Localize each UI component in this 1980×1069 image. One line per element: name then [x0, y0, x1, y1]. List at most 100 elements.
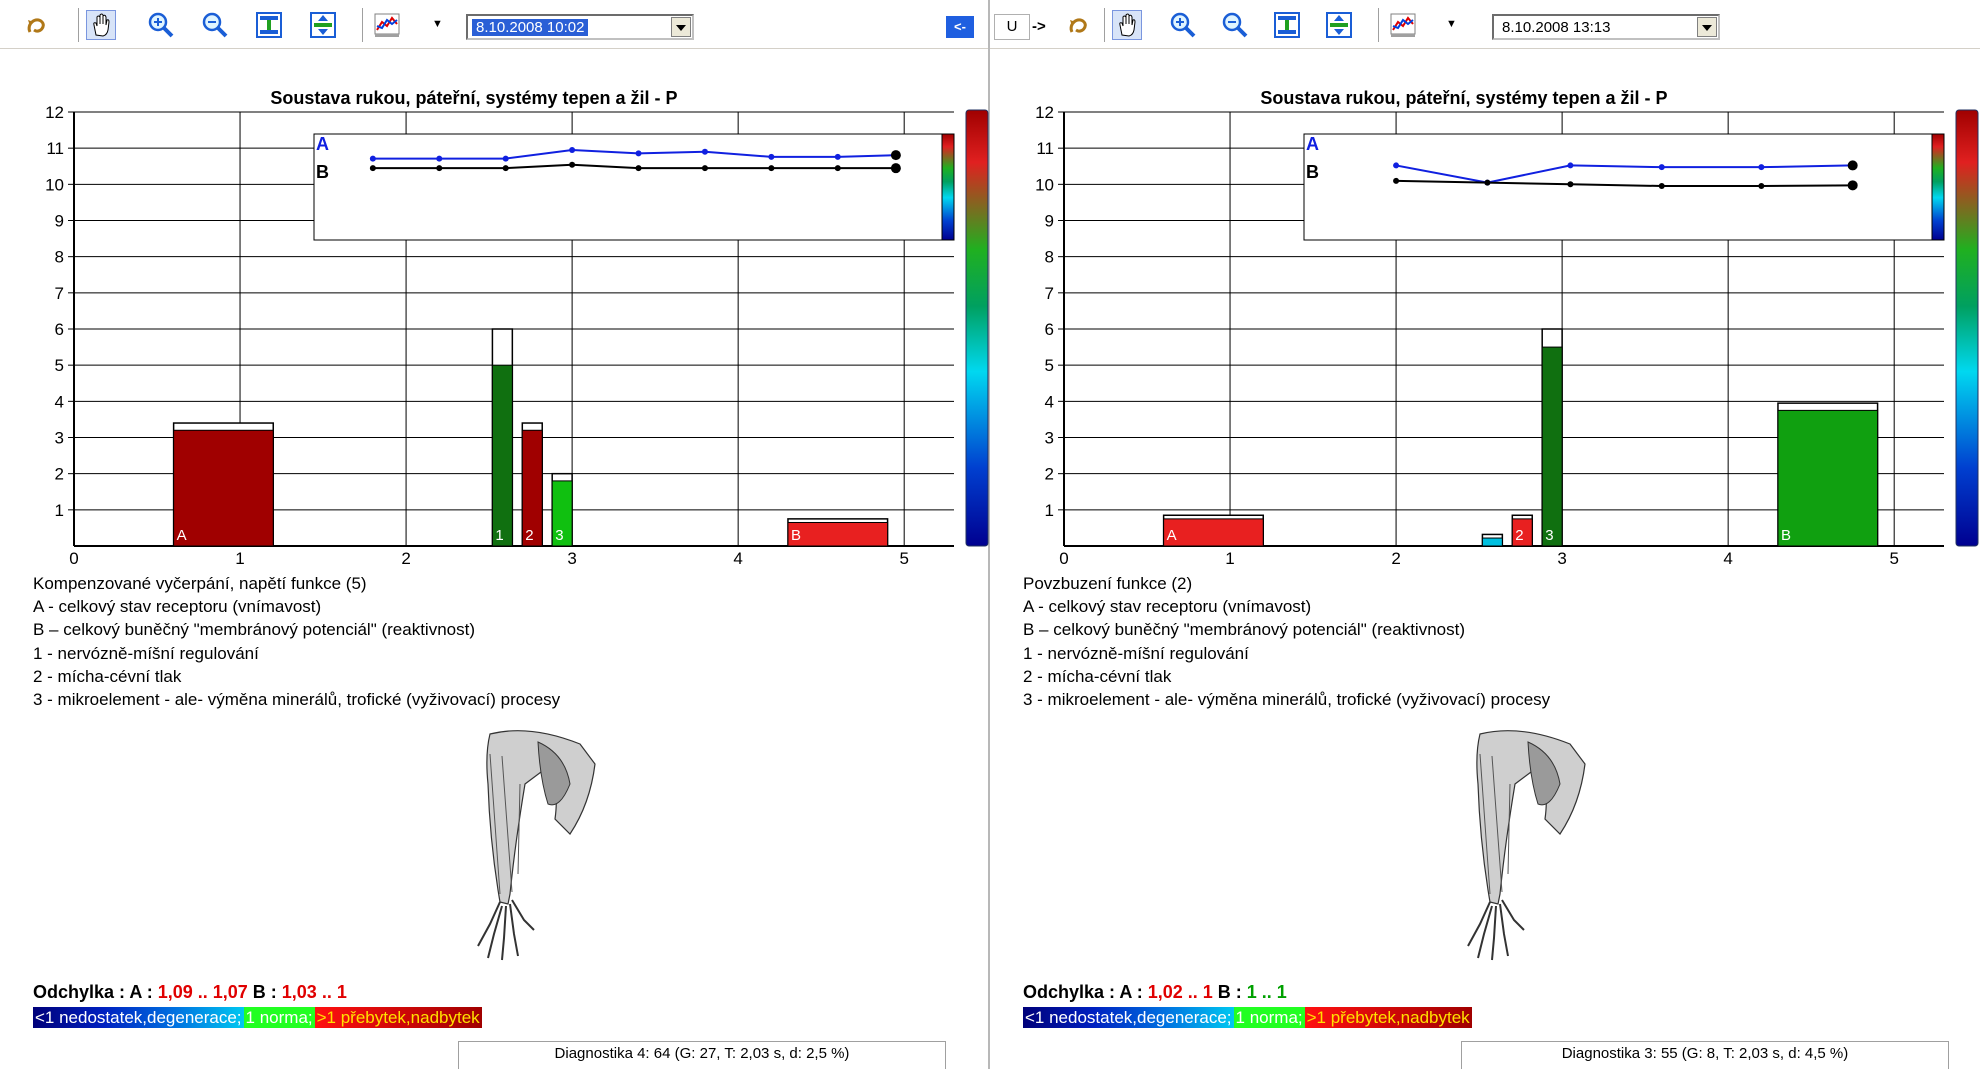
toolbar-separator — [78, 8, 79, 42]
y-tick-label: 8 — [55, 248, 64, 267]
inset-gradient — [1932, 134, 1944, 240]
series-b-point — [370, 165, 376, 171]
right-diagnostic-pane: U -> ▼ 8.10.2008 13:13 Soustava ru — [990, 0, 1980, 1069]
deviation-b-prefix: B : — [1213, 982, 1247, 1002]
chart-type-icon[interactable] — [1388, 10, 1418, 40]
y-tick-label: 2 — [1045, 465, 1054, 484]
x-tick-label: 1 — [1225, 549, 1234, 568]
series-b-point — [636, 165, 642, 171]
fit-horizontal-icon[interactable] — [1324, 10, 1354, 40]
deviation-prefix: Odchylka : A : — [33, 982, 158, 1002]
x-tick-label: 0 — [69, 549, 78, 568]
series-a-point — [1758, 164, 1764, 170]
legend-line: A - celkový stav receptoru (vnímavost) — [1023, 595, 1550, 618]
x-tick-label: 5 — [1889, 549, 1898, 568]
y-tick-label: 3 — [1045, 429, 1054, 448]
date-select-left[interactable]: 8.10.2008 10:02 — [466, 14, 694, 40]
zoom-in-icon[interactable] — [1168, 10, 1198, 40]
zoom-out-icon[interactable] — [1220, 10, 1250, 40]
status-diagnostics: Diagnostika 3: 55 (G: 8, T: 2,03 s, d: 4… — [1461, 1041, 1949, 1069]
series-b-point — [1848, 180, 1858, 190]
deviation-readout: Odchylka : A : 1,09 .. 1,07 B : 1,03 .. … — [33, 982, 347, 1003]
fit-horizontal-icon[interactable] — [308, 10, 338, 40]
prev-button[interactable]: <- — [946, 16, 974, 38]
scale-norm: 1 norma; — [244, 1007, 315, 1028]
series-b-point — [569, 162, 575, 168]
bar-label: B — [791, 527, 801, 544]
chevron-down-icon[interactable]: ▼ — [432, 18, 443, 30]
series-a-point — [1659, 164, 1665, 170]
x-tick-label: 2 — [1391, 549, 1400, 568]
bar-label: A — [177, 527, 187, 544]
color-gradient-bar — [1956, 110, 1978, 546]
x-tick-label: 5 — [899, 549, 908, 568]
arm-anatomy-illustration — [1420, 724, 1590, 969]
y-tick-label: 1 — [55, 501, 64, 520]
legend-right: Povzbuzení funkce (2) A - celkový stav r… — [1023, 572, 1550, 711]
left-diagnostic-pane: ▼ 8.10.2008 10:02 <- Soustava rukou, pát… — [0, 0, 990, 1069]
legend-line: 3 - mikroelement - ale- výměna minerálů,… — [1023, 688, 1550, 711]
x-tick-label: 1 — [235, 549, 244, 568]
deviation-b-prefix: B : — [248, 982, 282, 1002]
y-tick-label: 9 — [1045, 212, 1054, 231]
x-tick-label: 2 — [401, 549, 410, 568]
y-tick-label: 9 — [55, 212, 64, 231]
date-value: 8.10.2008 10:02 — [472, 19, 588, 36]
chevron-down-icon[interactable] — [671, 17, 691, 37]
inset-label-b: B — [1306, 162, 1319, 182]
series-a-point — [1393, 162, 1399, 168]
chart-type-icon[interactable] — [372, 10, 402, 40]
next-button[interactable]: -> — [1032, 18, 1046, 35]
series-b-point — [1567, 181, 1573, 187]
toolbar-left: ▼ 8.10.2008 10:02 <- — [0, 0, 988, 49]
scale-low: <1 nedostatek,degenerace; — [33, 1007, 244, 1028]
inset-frame — [314, 134, 954, 240]
y-tick-label: 6 — [55, 320, 64, 339]
color-scale-legend: <1 nedostatek,degenerace; 1 norma; >1 př… — [1023, 1007, 1472, 1028]
y-tick-label: 11 — [46, 139, 64, 158]
legend-line: A - celkový stav receptoru (vnímavost) — [33, 595, 560, 618]
toolbar-separator — [1378, 8, 1379, 42]
series-b-point — [436, 165, 442, 171]
hand-pan-icon[interactable] — [86, 10, 116, 40]
undo-curve-icon[interactable] — [22, 10, 52, 40]
series-a-point — [503, 156, 509, 162]
legend-line: Kompenzované vyčerpání, napětí funkce (5… — [33, 572, 560, 595]
y-tick-label: 2 — [55, 465, 64, 484]
deviation-a-value: 1,09 .. 1,07 — [158, 982, 248, 1002]
fit-vertical-icon[interactable] — [1272, 10, 1302, 40]
fit-vertical-icon[interactable] — [254, 10, 284, 40]
series-a-point — [768, 154, 774, 160]
bar-label: 3 — [555, 527, 563, 544]
x-tick-label: 0 — [1059, 549, 1068, 568]
y-tick-label: 12 — [45, 103, 64, 122]
zoom-in-icon[interactable] — [146, 10, 176, 40]
bar-label: 1 — [495, 527, 503, 544]
bar — [1778, 410, 1878, 546]
legend-line: 1 - nervózně-míšní regulování — [33, 642, 560, 665]
y-tick-label: 8 — [1045, 248, 1054, 267]
series-a-point — [1567, 162, 1573, 168]
series-b-point — [891, 163, 901, 173]
bar — [492, 365, 512, 546]
deviation-readout: Odchylka : A : 1,02 .. 1 B : 1 .. 1 — [1023, 982, 1287, 1003]
y-tick-label: 7 — [1045, 284, 1054, 303]
zoom-out-icon[interactable] — [200, 10, 230, 40]
hand-pan-icon[interactable] — [1112, 10, 1142, 40]
color-scale-legend: <1 nedostatek,degenerace; 1 norma; >1 př… — [33, 1007, 482, 1028]
inset-label-a: A — [1306, 134, 1319, 154]
undo-curve-icon[interactable] — [1064, 10, 1094, 40]
series-b-point — [702, 165, 708, 171]
y-tick-label: 5 — [55, 356, 64, 375]
arm-anatomy-illustration — [430, 724, 600, 969]
status-diagnostics: Diagnostika 4: 64 (G: 27, T: 2,03 s, d: … — [458, 1041, 946, 1069]
date-select-right[interactable]: 8.10.2008 13:13 — [1492, 14, 1720, 40]
x-tick-label: 4 — [1723, 549, 1732, 568]
series-b-point — [1393, 178, 1399, 184]
inset-gradient — [942, 134, 954, 240]
chevron-down-icon[interactable]: ▼ — [1446, 18, 1457, 30]
series-a-point — [835, 154, 841, 160]
chevron-down-icon[interactable] — [1697, 17, 1717, 37]
scale-high: >1 přebytek,nadbytek — [315, 1007, 482, 1028]
u-button[interactable]: U — [994, 14, 1030, 40]
